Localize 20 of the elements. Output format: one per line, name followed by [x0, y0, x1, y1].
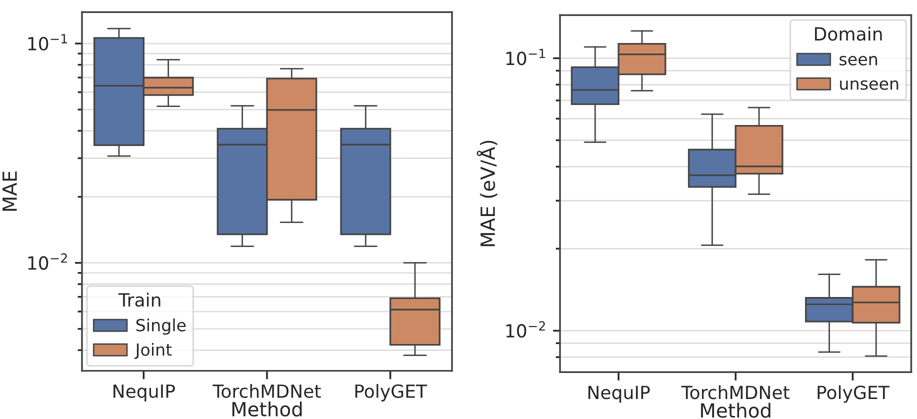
x-axis-title: Method: [232, 401, 302, 417]
y-tick-label: 10$^{−1}$: [28, 34, 67, 51]
legend-label: seen: [840, 56, 878, 66]
legend-label: unseen: [840, 80, 898, 90]
x-tick-label: PolyGET: [818, 385, 890, 403]
x-tick-label: TorchMDNet: [212, 384, 321, 398]
legend-title: Domain: [815, 26, 882, 41]
x-axis-title: Method: [701, 402, 770, 418]
y-tick-label: 10$^{−2}$: [28, 253, 67, 270]
legend-label: Joint: [134, 343, 172, 360]
y-axis-title: MAE: [2, 172, 17, 211]
x-tick-label: TorchMDNet: [681, 385, 790, 400]
x-tick-label: PolyGET: [355, 384, 428, 402]
x-tick-label: NequIP: [588, 386, 650, 403]
y-axis-title: MAE (eV/Å): [476, 140, 498, 246]
y-tick-label: 10$^{−2}$: [506, 321, 545, 338]
y-tick-label: 10$^{−1}$: [506, 48, 545, 66]
x-tick-label: NequIP: [114, 384, 175, 402]
legend-title: Train: [118, 292, 160, 307]
legend-label: Single: [136, 318, 186, 335]
